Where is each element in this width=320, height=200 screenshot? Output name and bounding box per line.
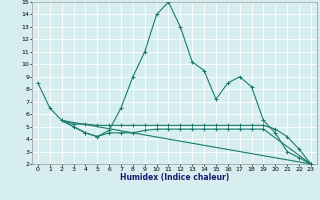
- X-axis label: Humidex (Indice chaleur): Humidex (Indice chaleur): [120, 173, 229, 182]
